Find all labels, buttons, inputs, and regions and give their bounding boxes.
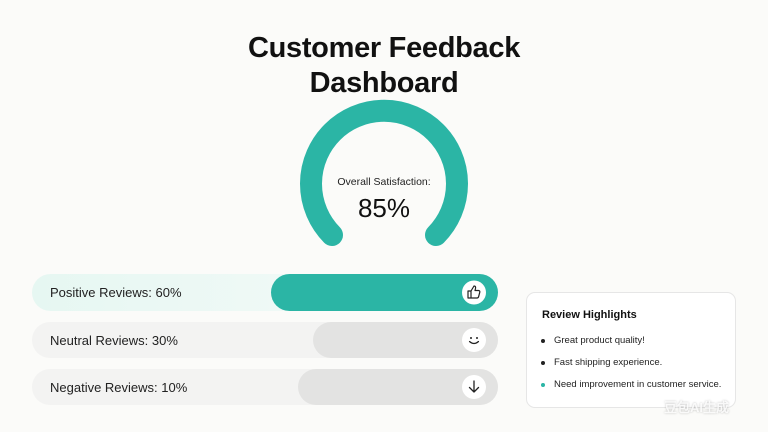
bullet bbox=[541, 383, 545, 387]
watermark: 豆包AI生成 bbox=[664, 400, 730, 415]
title-line: Dashboard bbox=[309, 67, 459, 99]
gauge-value: 85% bbox=[357, 193, 411, 223]
bullet bbox=[541, 339, 545, 343]
highlight-item: Need improvement in customer service. bbox=[554, 379, 722, 390]
review-label: Positive Reviews: 60% bbox=[50, 285, 182, 300]
row-fill bbox=[313, 322, 498, 358]
highlight-item: Great product quality! bbox=[554, 335, 645, 346]
smile-icon[interactable] bbox=[462, 328, 486, 352]
highlights-title: Review Highlights bbox=[542, 309, 637, 321]
down-icon[interactable] bbox=[462, 375, 486, 399]
title-line: Customer Feedback bbox=[247, 32, 521, 64]
bullet bbox=[541, 361, 545, 365]
row-fill bbox=[271, 274, 498, 311]
thumb-icon[interactable] bbox=[462, 280, 486, 305]
gauge-arc bbox=[300, 99, 468, 246]
highlights-card bbox=[526, 292, 736, 408]
row-fill bbox=[298, 369, 498, 405]
gauge-label: Overall Satisfaction: bbox=[337, 176, 431, 188]
review-label: Negative Reviews: 10% bbox=[50, 380, 188, 395]
review-label: Neutral Reviews: 30% bbox=[50, 333, 178, 348]
highlight-item: Fast shipping experience. bbox=[554, 357, 663, 368]
